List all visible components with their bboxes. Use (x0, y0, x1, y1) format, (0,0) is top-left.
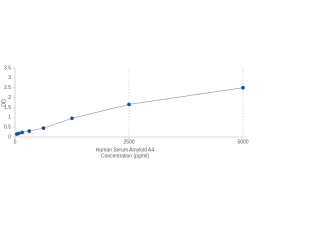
x-axis-label: Concentration (pg/ml) (101, 153, 149, 159)
y-tick-label: 0 (8, 134, 11, 140)
point (41, 126, 46, 130)
point (70, 116, 74, 121)
x-tick-label: 2500 (123, 139, 134, 145)
x-axis-label: Human Serum Amyloid A4 (96, 147, 155, 153)
y-tick-label: 2.5 (4, 85, 11, 91)
y-tick-label: 3.5 (4, 65, 11, 71)
y-axis-label: OD (1, 99, 7, 107)
y-tick-label: 2 (8, 95, 11, 101)
y-tick-label: 3 (8, 75, 11, 81)
y-tick-label: 1 (8, 115, 11, 121)
curve (16, 87, 244, 135)
point (16, 131, 21, 136)
chart: Human Serum Amyloid A4 Concentration (pg… (1, 65, 248, 159)
y-tick-label: 1.5 (4, 105, 11, 111)
x-tick-label: 5000 (237, 139, 248, 145)
point (27, 129, 32, 133)
x-tick-label: 0 (14, 139, 17, 145)
point (20, 130, 24, 135)
point (127, 102, 131, 107)
point (241, 85, 245, 90)
y-tick-label: 0.5 (4, 124, 11, 130)
